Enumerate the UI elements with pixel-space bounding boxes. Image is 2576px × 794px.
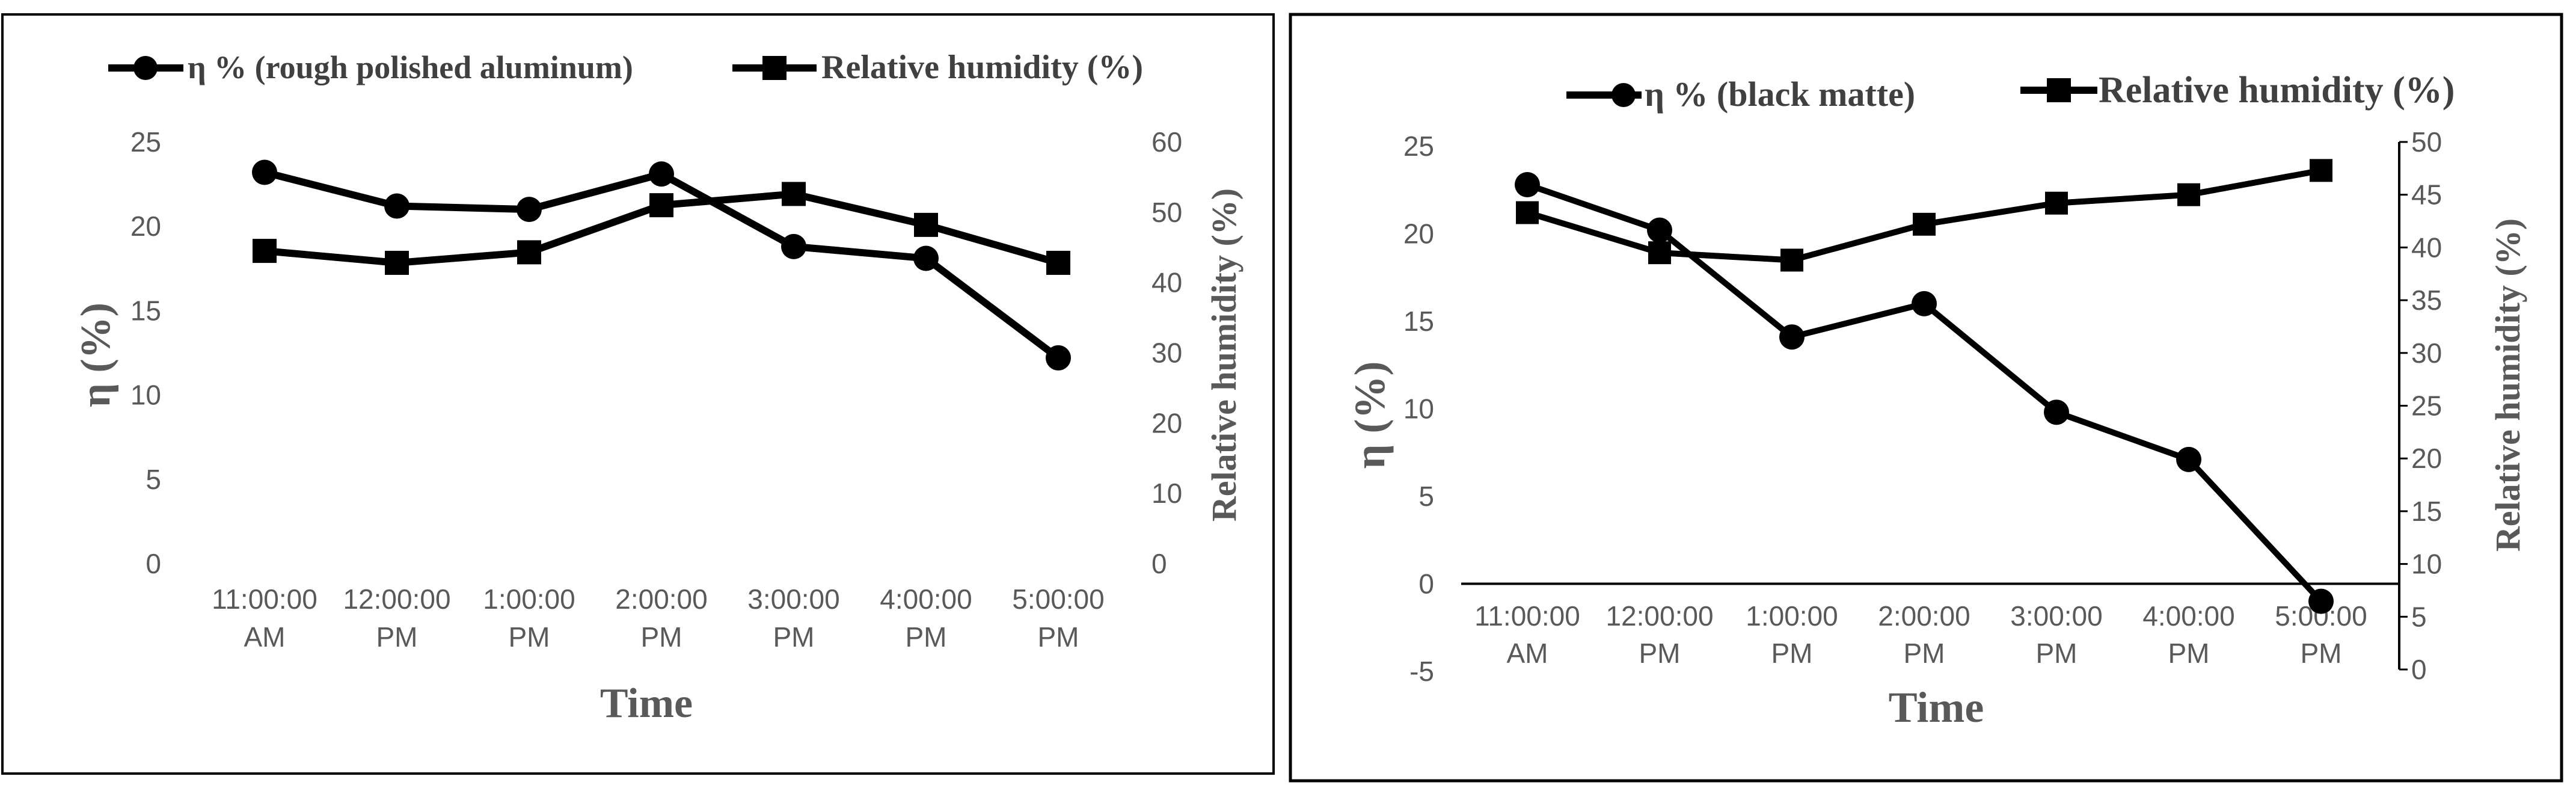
chart-1-y2-tick-label: 50 — [1152, 197, 1182, 228]
chart-2-series-2-point — [1516, 201, 1539, 224]
chart-1-y2-tick-label: 60 — [1152, 126, 1182, 158]
chart-1-x-tick-label: 4:00:00 PM — [880, 583, 972, 653]
chart-1-legend-series-2: Relative humidity (%) — [821, 49, 1143, 86]
chart-1-y-axis-title: η (%) — [73, 303, 119, 407]
chart-1-series-1-point — [1046, 345, 1071, 371]
chart-2-y2-tick-label: 25 — [2411, 390, 2442, 422]
chart-2-series-2-point — [2177, 183, 2200, 206]
chart-2-y-axis-title: η (%) — [1346, 362, 1394, 469]
chart-2-y2-tick-label: 30 — [2411, 337, 2442, 369]
chart-1-x-axis-title: Time — [600, 680, 693, 727]
chart-1-series-1-point — [384, 193, 409, 219]
chart-1-y2-tick-label: 20 — [1152, 407, 1182, 439]
chart-1-legend-series-1: η % (rough polished aluminum) — [188, 49, 633, 85]
chart-1-y-tick-label: 25 — [130, 126, 161, 158]
chart-2-y2-axis-title: Relative humidity (%) — [2488, 218, 2527, 552]
chart-1-y2-tick-label: 10 — [1152, 478, 1182, 509]
chart-2-x-tick-label: 3:00:00 PM — [2010, 600, 2102, 669]
chart-1: η % (rough polished aluminum) Relative h… — [73, 49, 1244, 727]
chart-2-y-tick-label: 5 — [1418, 481, 1434, 512]
legend-square-marker — [762, 56, 787, 80]
chart-2-series-1-point — [1515, 172, 1540, 198]
panel-2-frame — [1289, 13, 2563, 783]
chart-1-series-1-point — [781, 233, 806, 259]
chart-1-y-tick-label: 5 — [146, 464, 161, 495]
chart-1-y2-tick-label: 30 — [1152, 337, 1182, 369]
chart-2-y2-tick-label: 50 — [2411, 126, 2442, 158]
chart-2-y2-tick-label: 35 — [2411, 285, 2442, 316]
chart-1-y-tick-label: 15 — [130, 295, 161, 326]
chart-1-series-2-point — [1046, 250, 1070, 275]
chart-1-x-tick-label: 1:00:00 PM — [483, 583, 575, 653]
chart-2-y2-tick-label: 15 — [2411, 496, 2442, 527]
chart-2-series-2-point — [1648, 241, 1671, 265]
chart-1-legend: η % (rough polished aluminum) Relative h… — [108, 49, 1143, 86]
chart-1-series-2-point — [914, 212, 938, 237]
panel-1-frame — [1, 13, 1275, 775]
chart-1-x-tick-label: 12:00:00 PM — [343, 583, 450, 653]
chart-2-legend: η % (black matte) Relative humidity (%) — [1566, 70, 2455, 114]
chart-2-x-tick-label: 2:00:00 PM — [1878, 600, 1970, 669]
legend-circle-marker — [133, 56, 158, 80]
chart-2-series-1-point — [2044, 399, 2069, 425]
chart-1-series-1-point — [913, 245, 939, 271]
chart-1-x-tick-label: 5:00:00 PM — [1012, 583, 1104, 653]
chart-1-series-2-point — [517, 240, 541, 265]
legend-circle-marker — [1612, 83, 1636, 107]
chart-2-y2-tick-label: 10 — [2411, 549, 2442, 580]
chart-1-series-2-point — [253, 239, 277, 263]
chart-1-y2-tick-label: 40 — [1152, 267, 1182, 298]
chart-1-series-2-point — [782, 182, 806, 206]
chart-2-x-axis-title: Time — [1889, 683, 1984, 731]
chart-1-x-tick-label: 2:00:00 PM — [615, 583, 707, 653]
chart-2-series-2-point — [1913, 212, 1936, 236]
chart-1-y-tick-label: 0 — [146, 548, 161, 579]
chart-2-legend-series-1: η % (black matte) — [1645, 75, 1915, 114]
chart-2-series-1-point — [2308, 588, 2334, 614]
chart-2-series-2-point — [2045, 191, 2068, 215]
chart-2-x-tick-label: 1:00:00 PM — [1746, 600, 1838, 669]
chart-2-y-tick-label: 15 — [1403, 306, 1434, 337]
chart-2-series-1-point — [1779, 324, 1805, 350]
chart-2-series-2-point — [2310, 159, 2332, 182]
chart-2-x-tick-label: 11:00:00 AM — [1474, 600, 1580, 669]
chart-1-y-tick-label: 20 — [130, 211, 161, 242]
chart-1-y2-tick-label: 0 — [1152, 548, 1167, 579]
chart-2-y2-tick-label: 45 — [2411, 179, 2442, 211]
chart-2-y2-tick-label: 0 — [2411, 654, 2427, 685]
chart-2-y2-tick-label: 5 — [2411, 601, 2427, 632]
chart-2-y-tick-label: 10 — [1403, 393, 1434, 425]
chart-1-series-1-point — [649, 161, 674, 187]
chart-2-y-tick-label: 20 — [1403, 218, 1434, 250]
chart-2-y-tick-label: 25 — [1403, 131, 1434, 162]
chart-1-series-2-point — [385, 250, 409, 275]
chart-2-x-tick-label: 12:00:00 PM — [1605, 600, 1713, 669]
chart-2-series-1-point — [1912, 291, 1937, 316]
chart-1-series-1-point — [517, 197, 542, 223]
chart-2-series-1-point — [1647, 217, 1672, 243]
chart-1-y-tick-label: 10 — [130, 380, 161, 411]
chart-1-x-tick-label: 11:00:00 AM — [212, 583, 317, 653]
chart-2-y-tick-label: -5 — [1409, 656, 1434, 687]
chart-1-x-tick-label: 3:00:00 PM — [747, 583, 839, 653]
chart-1-series-2-point — [649, 193, 673, 218]
chart-2-y2-tick-label: 40 — [2411, 232, 2442, 263]
chart-2-series-1-point — [2176, 446, 2201, 472]
chart-2-y2-tick-label: 20 — [2411, 443, 2442, 474]
chart-2-y-tick-label: 0 — [1418, 568, 1434, 600]
chart-2: η % (black matte) Relative humidity (%) … — [1346, 70, 2527, 731]
chart-2-x-tick-label: 4:00:00 PM — [2142, 600, 2234, 669]
chart-2-series-2-point — [1780, 248, 1803, 272]
chart-1-y2-axis-title: Relative humidity (%) — [1204, 188, 1244, 522]
legend-square-marker — [2047, 78, 2071, 102]
chart-2-legend-series-2: Relative humidity (%) — [2099, 70, 2455, 111]
chart-1-series-1-point — [252, 159, 277, 185]
